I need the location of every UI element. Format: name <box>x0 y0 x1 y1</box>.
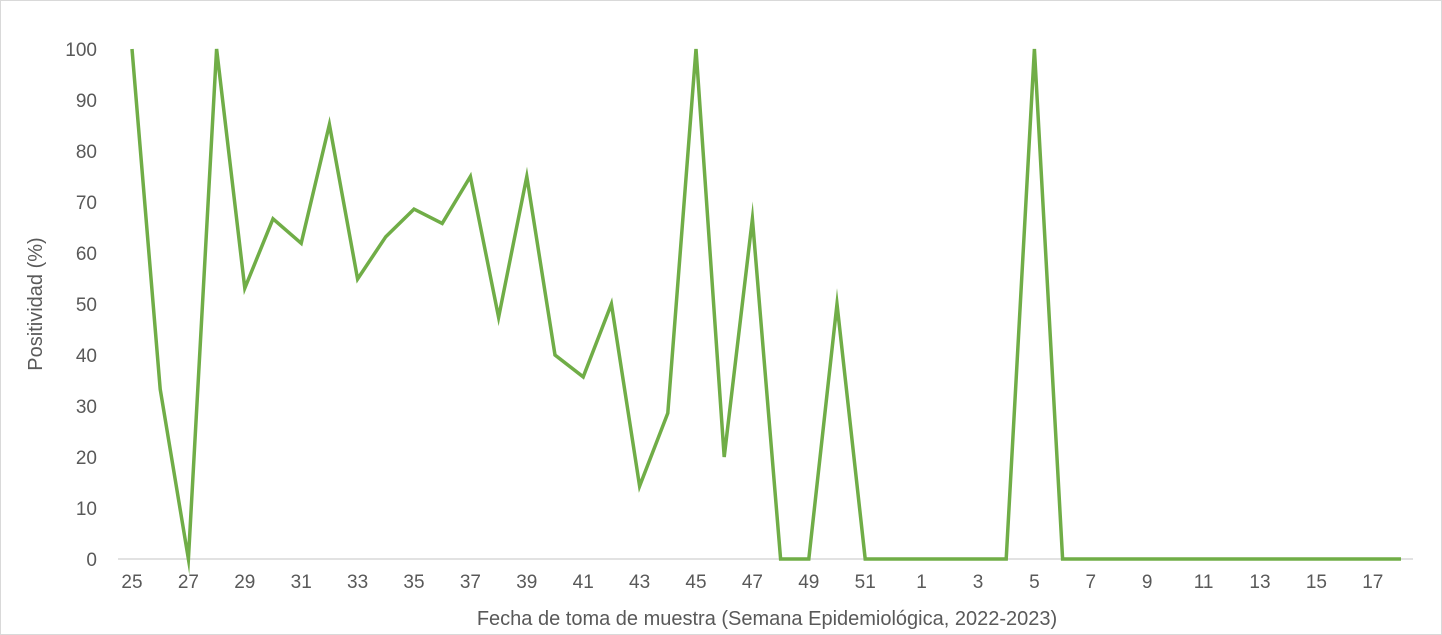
y-tick-label: 90 <box>76 91 97 112</box>
x-tick-label: 47 <box>742 572 763 593</box>
data-point <box>807 558 810 561</box>
data-point <box>836 303 839 306</box>
data-point <box>723 456 726 459</box>
data-point <box>1089 558 1092 561</box>
data-point <box>413 208 416 211</box>
x-tick-label: 39 <box>516 572 537 593</box>
y-tick-label: 20 <box>76 448 97 469</box>
x-tick-label: 1 <box>916 572 927 593</box>
data-points <box>131 48 1403 561</box>
data-point <box>1230 558 1233 561</box>
data-point <box>1287 558 1290 561</box>
data-point <box>215 48 218 51</box>
data-point <box>977 558 980 561</box>
x-tick-label: 17 <box>1362 572 1383 593</box>
data-point <box>469 175 472 178</box>
y-tick-label: 60 <box>76 244 97 265</box>
data-point <box>384 235 387 238</box>
x-tick-label: 45 <box>685 572 706 593</box>
data-point <box>920 558 923 561</box>
x-tick-label: 15 <box>1306 572 1327 593</box>
y-tick-label: 80 <box>76 142 97 163</box>
series-line <box>130 48 1401 575</box>
x-tick-label: 29 <box>234 572 255 593</box>
data-point <box>864 558 867 561</box>
data-point <box>554 354 557 357</box>
x-axis-title: Fecha de toma de muestra (Semana Epidemi… <box>477 608 1057 630</box>
x-tick-label: 49 <box>798 572 819 593</box>
x-tick-label: 37 <box>460 572 481 593</box>
data-point <box>779 558 782 561</box>
x-tick-label: 11 <box>1194 572 1214 593</box>
y-axis-tick-labels: 0 10 20 30 40 50 60 70 80 90 100 <box>65 40 97 571</box>
x-axis-tick-labels: 25 27 29 31 33 35 37 39 41 43 45 47 49 51 1 3 5 7 9 11 13 15 1… <box>121 572 1383 593</box>
x-tick-label: 43 <box>629 572 650 593</box>
y-tick-label: 30 <box>76 397 97 418</box>
data-point <box>1343 558 1346 561</box>
data-point <box>356 278 359 281</box>
x-tick-label: 13 <box>1249 572 1270 593</box>
data-point <box>159 388 162 391</box>
data-point <box>1202 558 1205 561</box>
x-tick-label: 41 <box>573 572 594 593</box>
x-tick-label: 35 <box>403 572 424 593</box>
x-tick-label: 51 <box>855 572 876 593</box>
data-point <box>525 175 528 178</box>
x-tick-label: 31 <box>291 572 312 593</box>
data-point <box>582 375 585 378</box>
data-point <box>666 412 669 415</box>
data-point <box>328 123 331 126</box>
x-tick-label: 7 <box>1086 572 1097 593</box>
data-point <box>1400 558 1403 561</box>
x-tick-label: 25 <box>121 572 142 593</box>
data-point <box>751 217 754 220</box>
data-point <box>1146 558 1149 561</box>
y-axis-title: Positividad (%) <box>25 237 47 370</box>
x-tick-label: 5 <box>1029 572 1040 593</box>
data-point <box>1118 558 1121 561</box>
data-point <box>300 242 303 245</box>
data-point <box>1061 558 1064 561</box>
y-tick-label: 10 <box>76 499 97 520</box>
data-point <box>1371 558 1374 561</box>
data-point <box>1315 558 1318 561</box>
data-point <box>695 48 698 51</box>
data-point <box>1005 558 1008 561</box>
y-tick-label: 40 <box>76 346 97 367</box>
data-point <box>187 558 190 561</box>
data-point <box>441 222 444 225</box>
y-tick-label: 100 <box>65 40 97 61</box>
x-tick-label: 27 <box>178 572 199 593</box>
data-point <box>243 287 246 290</box>
data-point <box>948 558 951 561</box>
x-tick-label: 3 <box>973 572 984 593</box>
y-tick-label: 0 <box>86 550 97 571</box>
data-point <box>1033 48 1036 51</box>
data-point <box>497 316 500 319</box>
data-point <box>1259 558 1262 561</box>
data-point <box>1174 558 1177 561</box>
y-tick-label: 50 <box>76 295 97 316</box>
data-point <box>610 303 613 306</box>
data-point <box>638 485 641 488</box>
data-point <box>131 48 134 51</box>
x-tick-label: 33 <box>347 572 368 593</box>
data-point <box>892 558 895 561</box>
data-point <box>272 217 275 220</box>
x-tick-label: 9 <box>1142 572 1153 593</box>
y-tick-label: 70 <box>76 193 97 214</box>
